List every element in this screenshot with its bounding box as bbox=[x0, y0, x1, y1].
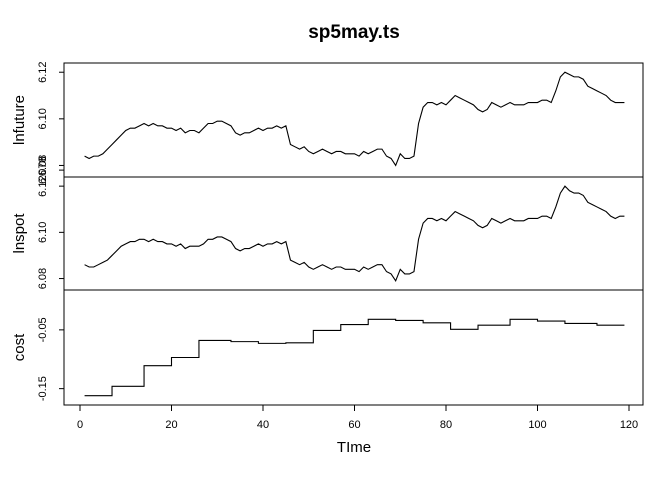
y-tick-label-lnfuture: 6.12 bbox=[37, 62, 49, 83]
panel-frame-cost bbox=[63, 289, 644, 406]
y-tick-label-lnspot: 6.12 bbox=[37, 175, 49, 196]
y-tick-label-cost: -0.15 bbox=[37, 376, 49, 401]
x-tick-label: 120 bbox=[620, 419, 638, 431]
series-line-lnfuture bbox=[84, 71, 625, 167]
y-axis-label-lnfuture: lnfuture bbox=[11, 95, 28, 145]
panels: 6.0786.086.106.12lnfuture6.086.106.12lns… bbox=[11, 62, 644, 406]
panel-frame-lnfuture bbox=[63, 62, 644, 178]
series-line-lnspot bbox=[84, 185, 625, 283]
panel-lnspot: 6.08 6.10 6.12 lnspot bbox=[11, 175, 644, 291]
x-tick-label: 20 bbox=[165, 419, 177, 431]
y-tick-label-lnfuture: 6.078 bbox=[37, 156, 49, 184]
y-tick-label-lnspot: 6.10 bbox=[37, 222, 49, 243]
x-tick-label: 40 bbox=[257, 419, 269, 431]
x-tick-label: 100 bbox=[528, 419, 546, 431]
x-tick-label: 80 bbox=[440, 419, 452, 431]
y-tick-label-lnfuture: 6.08 bbox=[37, 155, 49, 176]
x-axis-label: TIme bbox=[337, 439, 371, 456]
panel-cost: -0.15 -0.05 cost bbox=[11, 289, 644, 406]
y-tick-label-lnfuture: 6.10 bbox=[37, 108, 49, 129]
y-axis-label-cost: cost bbox=[11, 333, 28, 361]
x-tick-label: 60 bbox=[348, 419, 360, 431]
series-line-cost bbox=[84, 318, 625, 397]
x-axis: 0 20 40 60 80 100 120 bbox=[77, 404, 638, 431]
panel-frame-lnspot bbox=[63, 176, 644, 291]
y-axis-label-lnspot: lnspot bbox=[11, 213, 28, 254]
chart-title: sp5may.ts bbox=[308, 22, 400, 43]
y-tick-label-lnspot: 6.08 bbox=[37, 268, 49, 289]
y-tick-label-cost: -0.05 bbox=[37, 317, 49, 342]
x-tick-label: 0 bbox=[77, 419, 83, 431]
